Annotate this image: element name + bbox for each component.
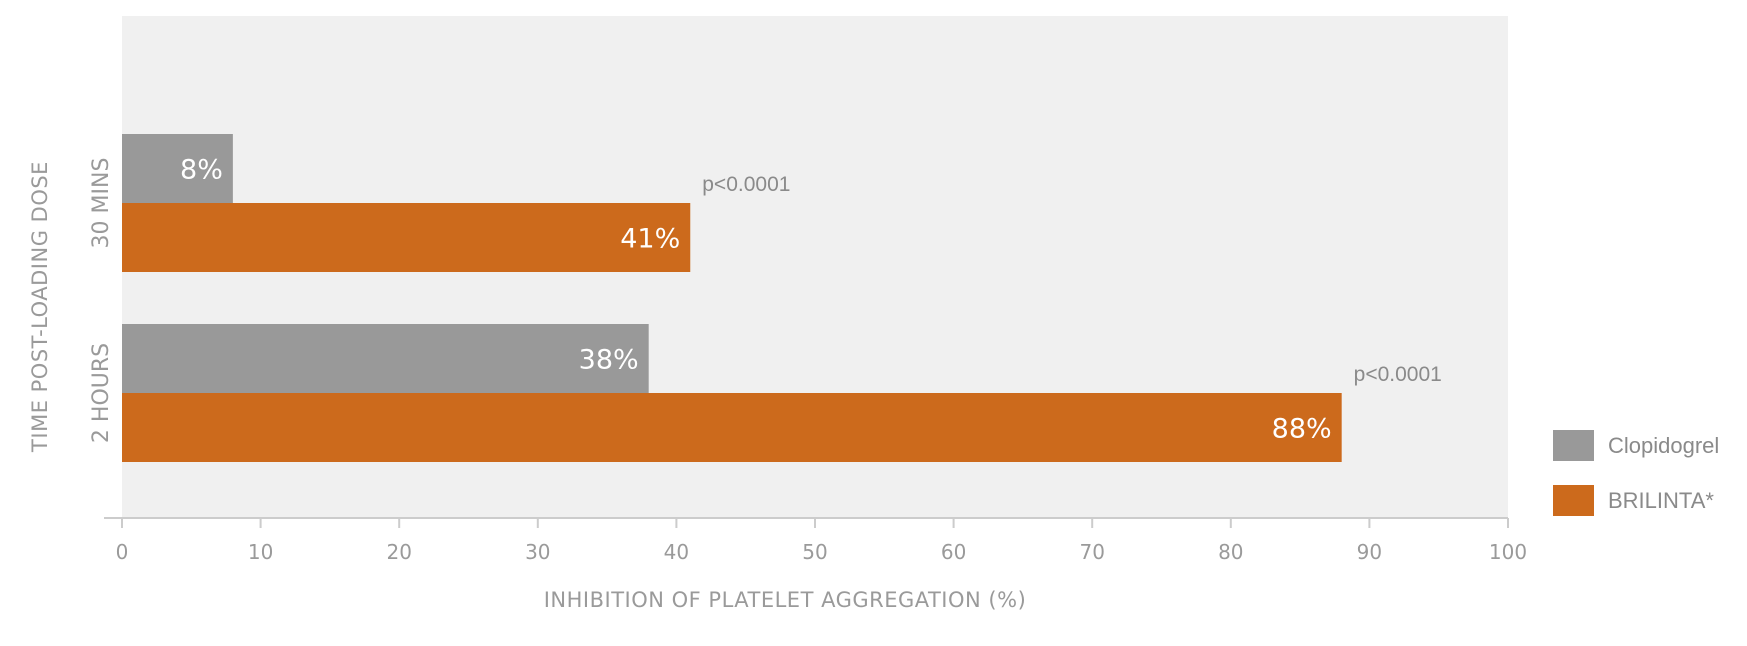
legend: Clopidogrel BRILINTA* — [1553, 430, 1719, 516]
x-tick-label: 20 — [386, 540, 411, 564]
x-tick-label: 90 — [1357, 540, 1382, 564]
x-axis-title: INHIBITION OF PLATELET AGGREGATION (%) — [544, 588, 1027, 612]
x-tick-label: 80 — [1218, 540, 1243, 564]
bar — [122, 134, 233, 203]
p-value-annotation: p<0.0001 — [1354, 363, 1442, 386]
category-label: 2 HOURS — [89, 343, 114, 443]
category-label: 30 MINS — [89, 158, 114, 249]
legend-label: BRILINTA* — [1608, 488, 1714, 513]
data-label: 38% — [579, 345, 639, 376]
bar — [122, 324, 649, 393]
x-tick-label: 10 — [248, 540, 273, 564]
legend-swatch — [1553, 485, 1594, 516]
legend-swatch — [1553, 430, 1594, 461]
y-axis-title: TIME POST-LOADING DOSE — [28, 161, 52, 453]
x-tick-label: 0 — [116, 540, 129, 564]
data-label: 41% — [620, 224, 680, 255]
p-value-annotation: p<0.0001 — [702, 173, 790, 196]
x-tick-label: 50 — [802, 540, 827, 564]
data-label: 8% — [180, 155, 223, 186]
x-axis: 0 10 20 30 40 50 60 70 80 90 100 — [104, 517, 1527, 564]
data-label: 88% — [1272, 414, 1332, 445]
bar — [122, 393, 1342, 462]
x-tick-label: 60 — [941, 540, 966, 564]
bar — [122, 203, 691, 272]
x-tick-label: 30 — [525, 540, 550, 564]
x-tick-label: 40 — [664, 540, 689, 564]
bars-layer — [122, 134, 1342, 462]
x-tick-label: 100 — [1489, 540, 1527, 564]
x-tick-label: 70 — [1079, 540, 1104, 564]
legend-label: Clopidogrel — [1608, 433, 1719, 458]
labels-layer: 8% 41% p<0.0001 30 MINS 38% 88% p<0.0001 2 HOUR… — [89, 155, 1442, 445]
